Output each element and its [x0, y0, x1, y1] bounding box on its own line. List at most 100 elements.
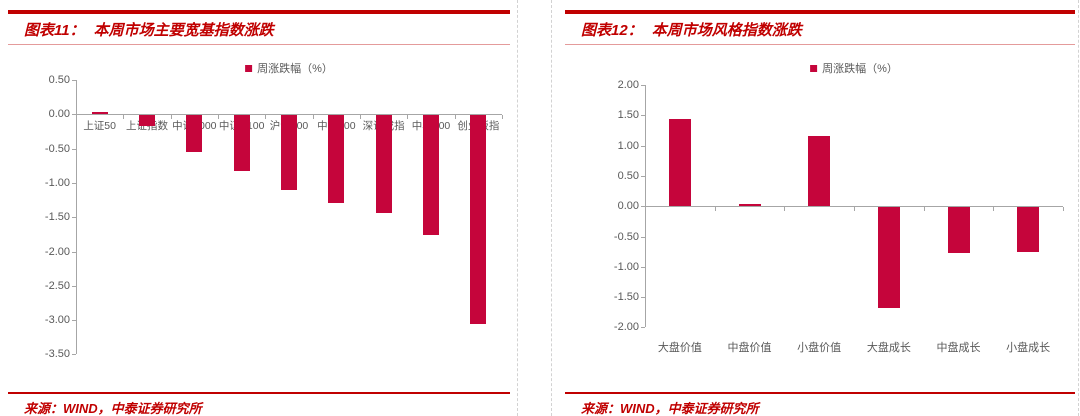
x-axis-tick	[502, 115, 503, 120]
y-axis-line	[76, 80, 77, 355]
chart-panel-11: 图表11： 本周市场主要宽基指数涨跌 周涨跌幅（%） 0.50 0.00 -0.50 -…	[8, 10, 510, 416]
chart-11-source: 来源：WIND，中泰证券研究所	[24, 401, 202, 416]
bar	[877, 207, 900, 308]
y-axis-tick-label: -1.00	[44, 176, 70, 189]
chart-12-title-text: 本周市场风格指数涨跌	[651, 22, 802, 39]
y-axis-tick	[72, 285, 76, 287]
category-label: 大盘价值	[657, 342, 702, 355]
y-axis-tick	[641, 206, 645, 208]
bar	[668, 118, 691, 207]
bar	[91, 111, 108, 115]
panel-separator	[551, 0, 552, 416]
bar	[947, 207, 970, 253]
y-axis-tick	[72, 354, 76, 356]
page-right-border	[1078, 0, 1079, 416]
category-label: 上证50	[83, 120, 116, 133]
x-axis-line	[76, 114, 502, 116]
y-axis-tick-label: -0.50	[613, 230, 639, 243]
x-axis-line	[645, 206, 1063, 208]
y-axis-tick-label: -1.50	[44, 211, 70, 224]
y-axis-tick	[72, 182, 76, 184]
y-axis-tick-label: -3.00	[44, 314, 70, 327]
x-axis-tick	[993, 207, 995, 212]
chart-11-legend: 周涨跌幅（%）	[245, 60, 333, 76]
y-axis-tick-label: 1.50	[617, 109, 639, 122]
y-axis-tick	[72, 320, 76, 322]
bar	[808, 135, 831, 207]
x-axis-tick	[645, 207, 646, 212]
chart-11-title: 图表11： 本周市场主要宽基指数涨跌	[24, 19, 510, 40]
legend-label: 周涨跌幅（%）	[822, 63, 898, 75]
x-axis-tick	[265, 115, 267, 120]
title-divider	[565, 44, 1075, 45]
source-divider	[8, 392, 510, 394]
y-axis-tick-label: -3.50	[44, 348, 70, 361]
x-axis-tick	[923, 207, 925, 212]
category-label: 大盘成长	[866, 342, 911, 355]
x-axis-tick	[360, 115, 361, 120]
y-axis-tick-label: 0.00	[48, 108, 70, 121]
x-axis-tick	[407, 115, 409, 120]
panel-top-border	[8, 10, 510, 14]
bar	[233, 115, 250, 171]
x-axis-tick	[170, 115, 172, 120]
category-label: 中盘成长	[936, 342, 981, 355]
x-axis-tick	[218, 115, 219, 120]
chart-11-plot: 周涨跌幅（%） 0.50 0.00 -0.50 -1.00 -1.50 -2.00 -2.5…	[8, 46, 510, 392]
x-axis-tick	[76, 115, 77, 120]
y-axis-tick	[72, 251, 76, 253]
bar	[470, 115, 487, 324]
y-axis-tick	[641, 327, 645, 329]
x-axis-tick	[312, 115, 314, 120]
category-label: 上证指数	[126, 120, 168, 133]
bar	[423, 115, 439, 236]
chart-12-legend: 周涨跌幅（%）	[810, 60, 898, 76]
x-axis-tick	[714, 207, 716, 212]
bar	[375, 115, 392, 214]
y-axis-tick	[72, 148, 76, 150]
y-axis-tick	[72, 114, 76, 116]
y-axis-tick	[72, 80, 76, 81]
y-axis-tick-label: 2.00	[617, 79, 639, 91]
y-axis-tick	[641, 145, 645, 147]
legend-swatch-icon	[810, 64, 818, 72]
x-axis-tick	[784, 207, 786, 212]
legend-swatch-icon	[245, 64, 253, 72]
y-axis-tick-label: 0.00	[617, 200, 639, 213]
chart-12-source: 来源：WIND，中泰证券研究所	[581, 401, 759, 416]
category-label: 小盘成长	[1006, 342, 1051, 355]
category-label: 中盘价值	[727, 342, 772, 355]
x-axis-tick	[854, 207, 855, 212]
y-axis-tick	[641, 297, 645, 299]
x-axis-tick	[123, 115, 125, 120]
chart-panel-12: 图表12： 本周市场风格指数涨跌 周涨跌幅（%） 2.00 1.50 1.00 0.50…	[565, 10, 1075, 416]
chart-12-plot: 周涨跌幅（%） 2.00 1.50 1.00 0.50 0.00 -0.50 -1.00 -1…	[565, 46, 1075, 392]
title-divider	[8, 44, 510, 45]
y-axis-tick-label: -2.00	[613, 321, 639, 334]
x-axis-tick	[454, 115, 456, 120]
chart-11-title-prefix: 图表11：	[24, 22, 85, 39]
y-axis-tick-label: -1.50	[613, 291, 639, 304]
y-axis-tick-label: -2.00	[44, 245, 70, 258]
category-label: 小盘价值	[797, 342, 842, 355]
y-axis-tick	[641, 115, 645, 117]
y-axis-tick-label: 1.00	[617, 139, 639, 152]
source-divider	[565, 392, 1075, 394]
bar	[1017, 207, 1040, 253]
y-axis-tick	[72, 217, 76, 219]
bar	[139, 115, 155, 127]
y-axis-tick-label: -1.00	[613, 260, 639, 273]
y-axis-tick-label: 0.50	[617, 169, 639, 182]
chart-12-title-prefix: 图表12：	[581, 22, 643, 39]
chart-11-title-text: 本周市场主要宽基指数涨跌	[93, 22, 274, 39]
chart-12-title: 图表12： 本周市场风格指数涨跌	[581, 19, 1075, 40]
legend-label: 周涨跌幅（%）	[257, 63, 333, 75]
y-axis-tick	[641, 175, 645, 177]
y-axis-tick	[641, 85, 645, 86]
y-axis-tick-label: -2.50	[44, 279, 70, 292]
bar	[328, 115, 345, 204]
y-axis-tick-label: -0.50	[44, 142, 70, 155]
y-axis-tick	[641, 266, 645, 268]
bar	[186, 115, 203, 152]
